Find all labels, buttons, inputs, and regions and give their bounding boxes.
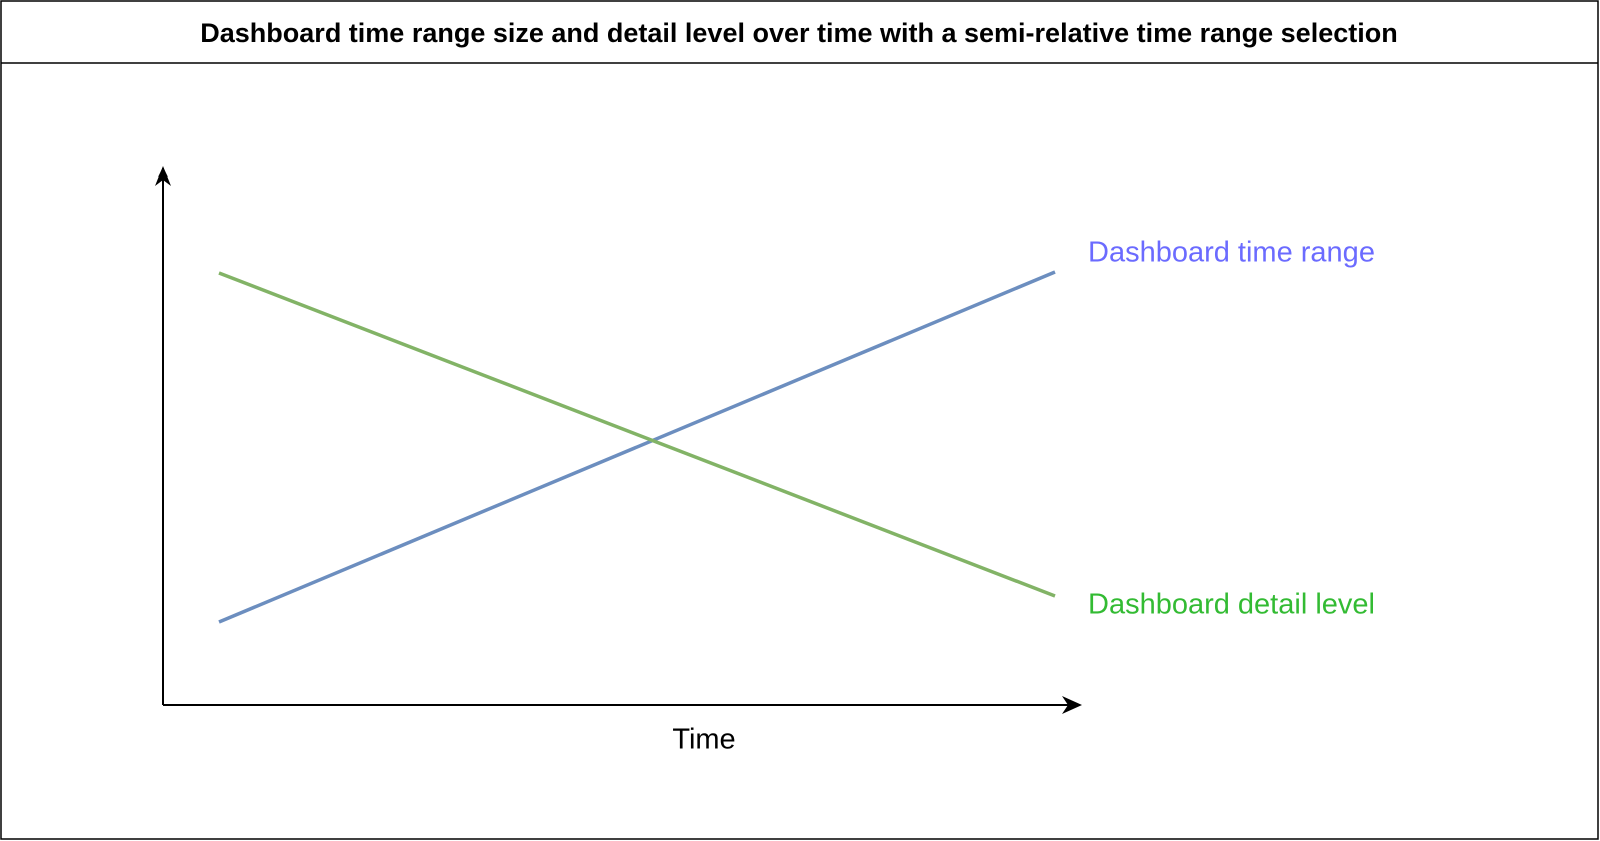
x-axis-arrowhead xyxy=(1062,696,1082,714)
time-range-line xyxy=(218,270,1056,624)
line-label: Dashboard time range xyxy=(1088,237,1375,269)
detail-level-line xyxy=(218,271,1056,598)
diagram-title: Dashboard time range size and detail lev… xyxy=(200,18,1397,48)
y-axis-arrowhead xyxy=(155,166,171,186)
line-label: Dashboard detail level xyxy=(1088,589,1375,621)
x-axis-label: Time xyxy=(672,724,735,756)
